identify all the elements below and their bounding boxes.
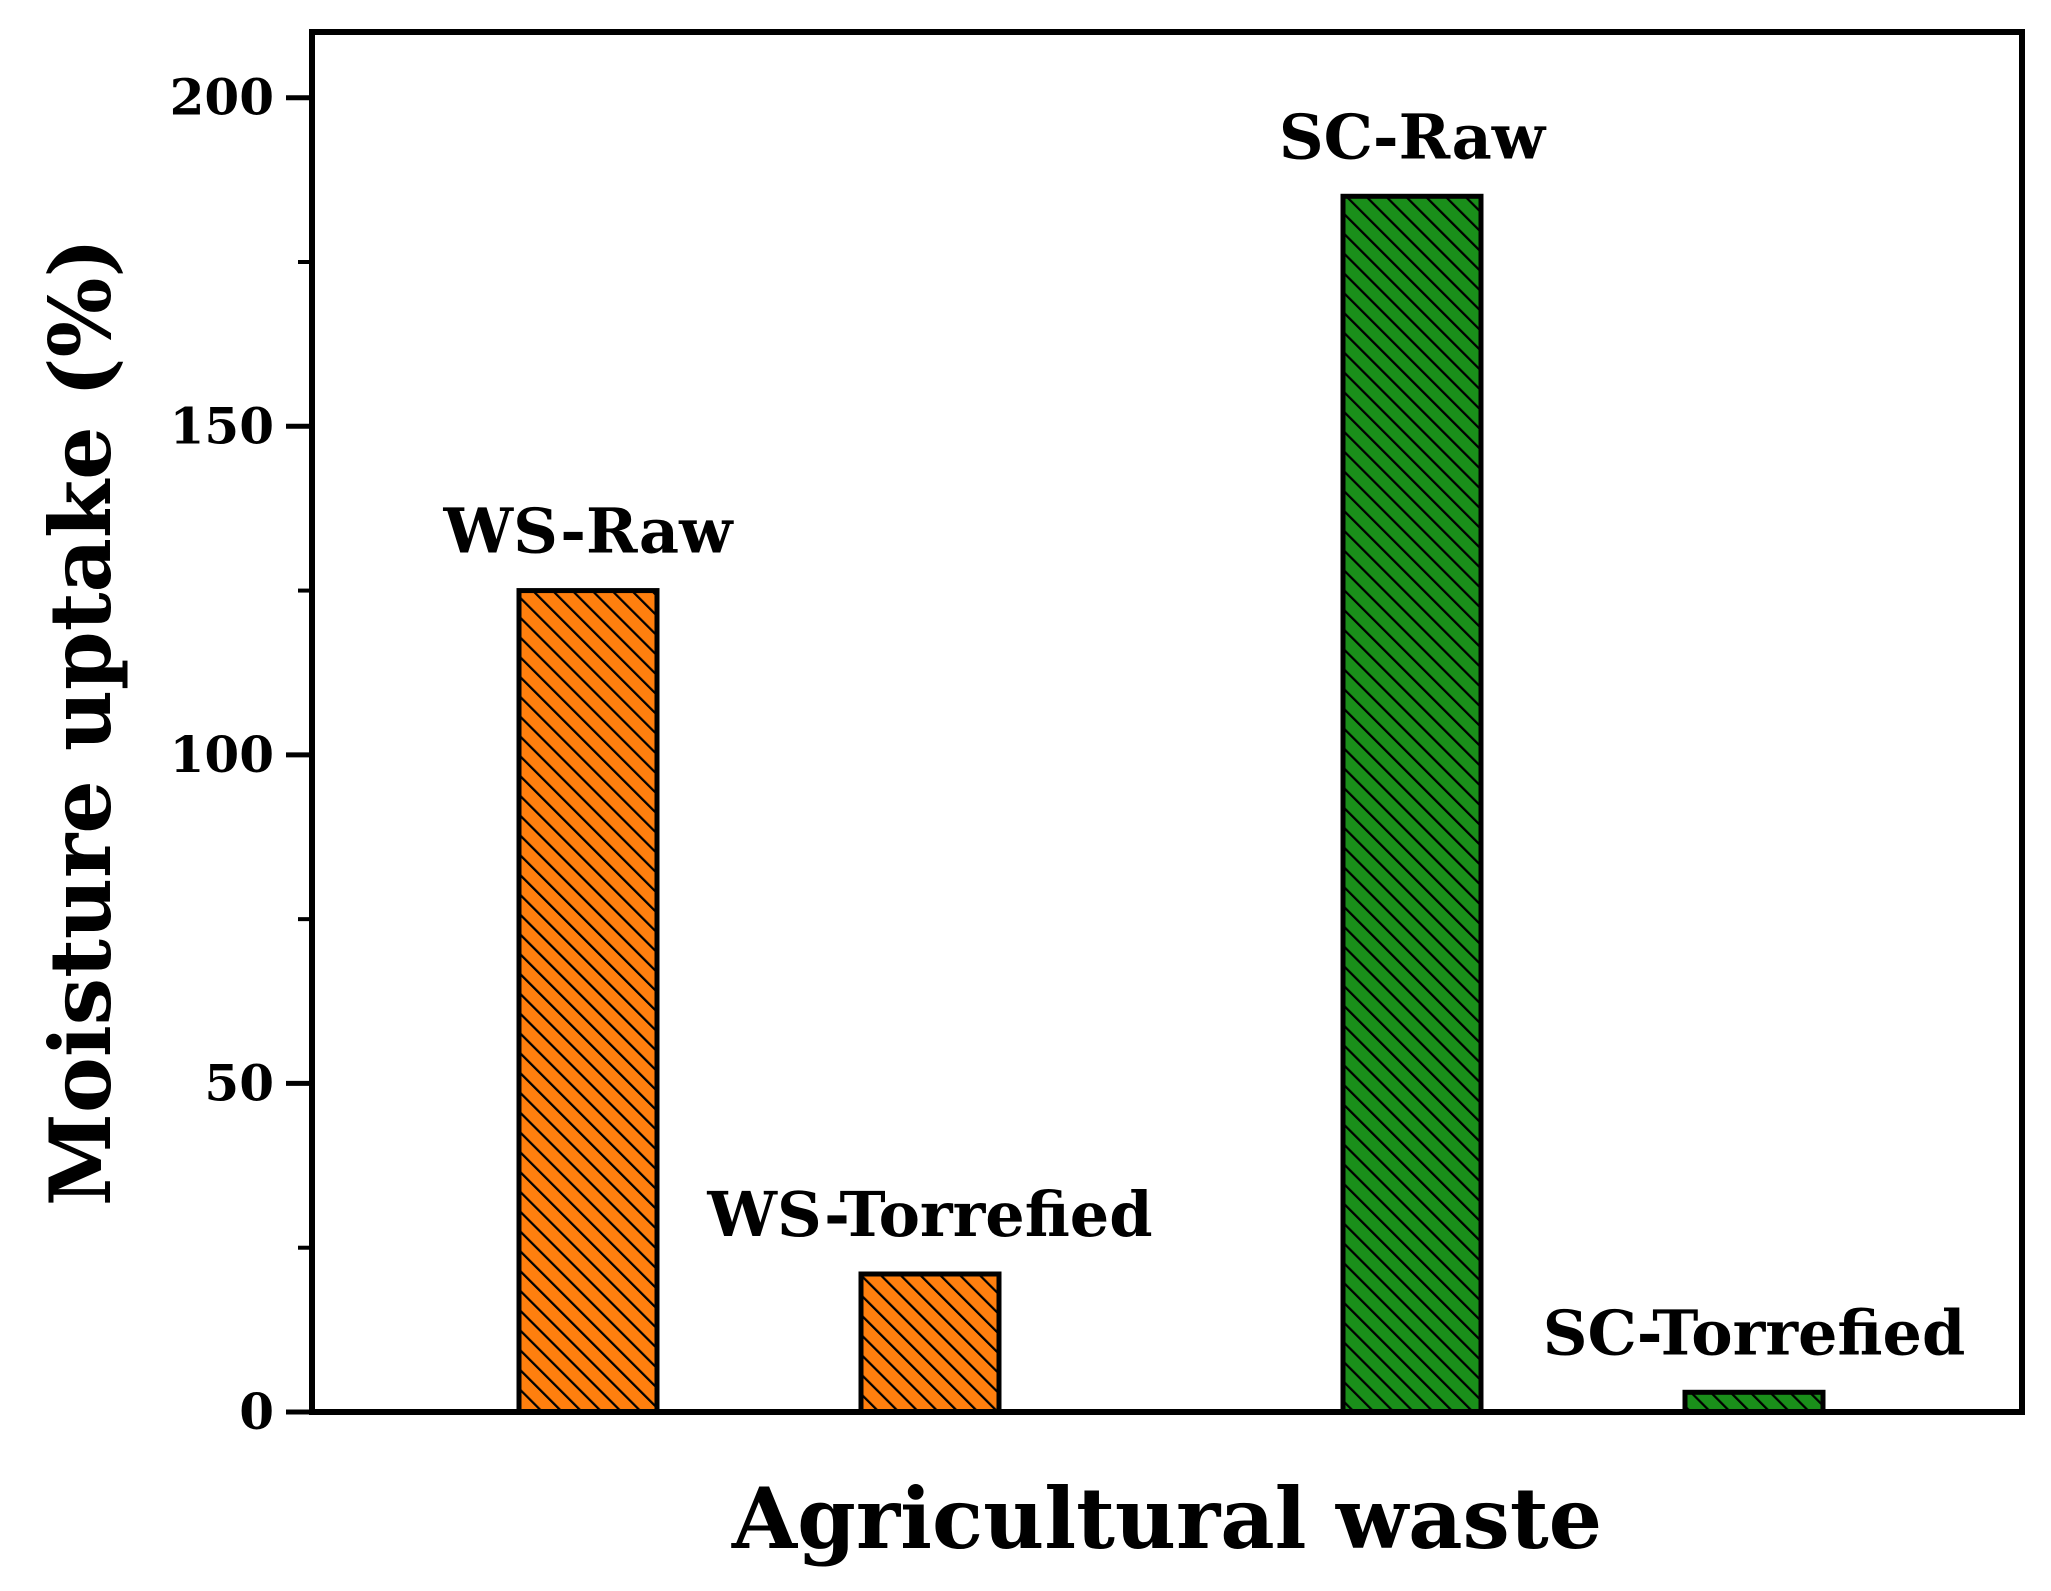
axes: 0 50 100 150 200 [170,29,2025,1441]
y-tick-label: 150 [170,396,274,455]
y-tick-label: 200 [170,68,274,127]
y-axis-title: Moisture uptake (%) [31,238,130,1206]
x-axis-title: Agricultural waste [731,1469,1602,1568]
bar-outline [858,1271,1002,1415]
y-tick-label: 100 [170,725,274,784]
plot-frame [309,29,2025,1415]
bar-outline [1340,193,1484,1415]
y-tick-label: 50 [204,1053,274,1112]
bar-outline [516,588,660,1415]
bar-label: WS-Raw [443,495,735,568]
bar-ws-torrefied [858,1271,1002,1415]
bar-label: SC-Raw [1279,100,1547,173]
bar-ws-raw [516,588,660,1415]
y-tick-label: 0 [239,1382,274,1441]
bar-label: SC-Torrefied [1543,1296,1966,1369]
plot-area: WS-Raw WS-Torrefied SC-Raw SC-Torrefied [443,100,1966,1415]
bar-sc-raw [1340,193,1484,1415]
bar-label: WS-Torrefied [706,1178,1152,1251]
